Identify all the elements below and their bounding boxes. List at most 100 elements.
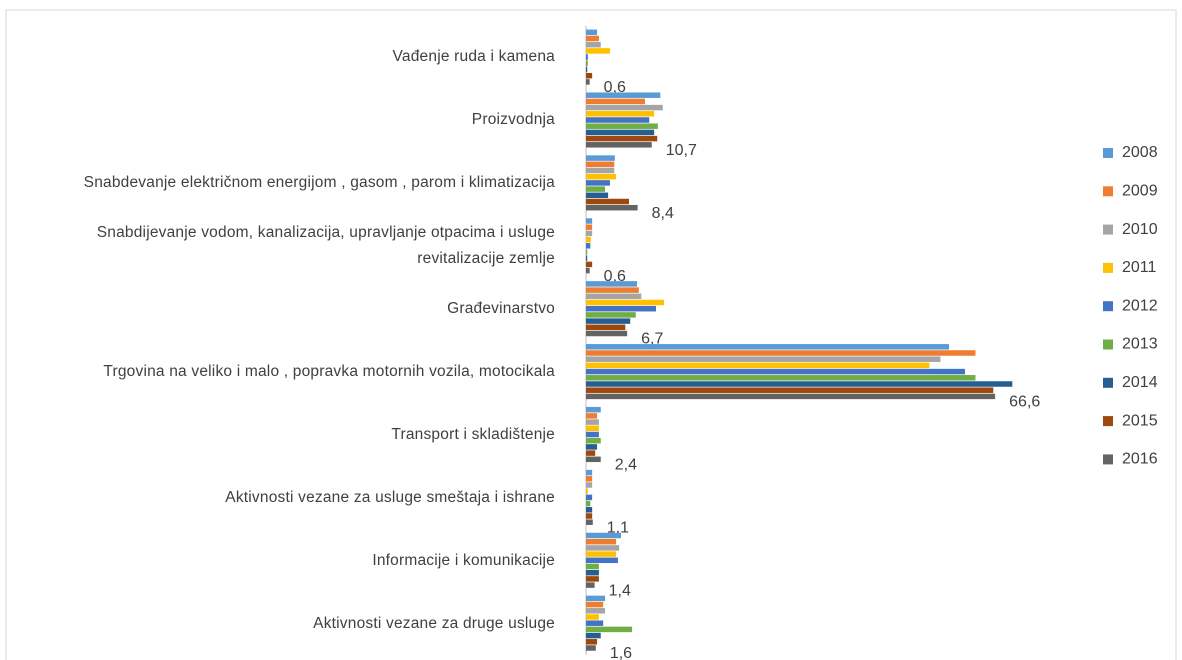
bar — [586, 545, 620, 551]
legend-label: 2009 — [1122, 183, 1158, 200]
bar — [586, 532, 622, 539]
legend-label: 2010 — [1122, 221, 1158, 238]
legend-label: 2014 — [1122, 374, 1158, 391]
bar — [586, 551, 617, 557]
bar — [586, 437, 601, 444]
bar — [586, 444, 598, 450]
bar — [586, 243, 591, 249]
bar — [586, 267, 590, 274]
bar — [586, 639, 598, 645]
bar — [586, 135, 658, 142]
bar — [586, 582, 595, 588]
data-label: 1,6 — [610, 645, 632, 660]
bar — [586, 375, 976, 381]
bar — [586, 173, 617, 180]
bar — [586, 632, 601, 639]
bar — [586, 456, 601, 463]
bar — [586, 645, 596, 651]
bar — [586, 224, 593, 230]
bar — [586, 48, 610, 54]
bar — [586, 344, 950, 350]
bar — [586, 425, 599, 432]
legend-label: 2008 — [1122, 144, 1158, 161]
category-label: Građevinarstvo — [447, 300, 555, 318]
bar — [586, 142, 652, 148]
bar — [586, 192, 609, 199]
data-label: 0,6 — [604, 268, 626, 285]
data-label: 66,6 — [1009, 394, 1040, 411]
bar — [586, 494, 593, 501]
bar — [586, 324, 626, 331]
bar — [586, 368, 966, 375]
bar — [586, 507, 593, 513]
legend-swatch — [1103, 186, 1113, 197]
bar — [586, 513, 593, 519]
bar — [586, 419, 599, 425]
category-label: Snabdevanje električnom energijom , gaso… — [83, 174, 555, 192]
legend-label: 2013 — [1122, 336, 1158, 353]
bar — [586, 281, 637, 287]
bar — [586, 356, 941, 362]
bar — [586, 35, 599, 42]
bar — [586, 60, 588, 67]
bar — [586, 167, 615, 174]
legend-swatch — [1103, 224, 1113, 235]
bar — [586, 614, 599, 620]
bar — [586, 111, 655, 117]
bar — [586, 318, 631, 324]
bar — [586, 155, 615, 161]
legend-label: 2011 — [1122, 259, 1157, 276]
bar — [586, 186, 606, 192]
bar — [586, 482, 593, 488]
category-label: Aktivnosti vezane za usluge smeštaja i i… — [225, 488, 555, 506]
bar — [586, 413, 598, 419]
data-label: 10,7 — [666, 142, 697, 159]
legend-label: 2016 — [1122, 451, 1158, 468]
legend-swatch — [1103, 148, 1113, 158]
bar — [586, 569, 599, 576]
category-label: Trgovina na veliko i malo , popravka mot… — [103, 362, 555, 380]
category-label: Transport i skladištenje — [391, 425, 555, 443]
chart-frame — [5, 9, 1177, 660]
bar — [586, 204, 638, 211]
legend-label: 2012 — [1122, 297, 1158, 314]
bar — [586, 538, 617, 545]
bar — [586, 595, 606, 602]
bar — [586, 557, 618, 564]
bar — [586, 293, 642, 300]
bar — [586, 299, 665, 306]
data-label: 8,4 — [652, 205, 674, 222]
bar — [586, 236, 591, 243]
bar — [586, 41, 601, 48]
bar — [586, 66, 588, 73]
bar — [586, 255, 588, 261]
bar — [586, 29, 598, 36]
bar — [586, 123, 658, 129]
bar — [586, 450, 596, 456]
data-label: 1,4 — [609, 582, 631, 599]
bar — [586, 54, 588, 60]
bar — [586, 161, 615, 168]
category-label: Proizvodnja — [471, 111, 555, 129]
bar — [586, 626, 633, 633]
bar — [586, 72, 593, 79]
legend-swatch — [1103, 377, 1113, 388]
bar — [586, 198, 629, 205]
bar — [586, 431, 599, 438]
bar — [586, 601, 604, 608]
bar — [586, 79, 590, 85]
bar — [586, 563, 599, 570]
bar — [586, 476, 593, 482]
bar — [586, 117, 650, 123]
bar — [586, 249, 588, 255]
bar — [586, 312, 636, 318]
bar — [586, 387, 994, 393]
bar — [586, 330, 628, 337]
bar — [586, 393, 996, 400]
bar — [586, 261, 593, 268]
bar — [586, 287, 639, 293]
legend-swatch — [1103, 301, 1113, 312]
bar — [586, 218, 593, 224]
